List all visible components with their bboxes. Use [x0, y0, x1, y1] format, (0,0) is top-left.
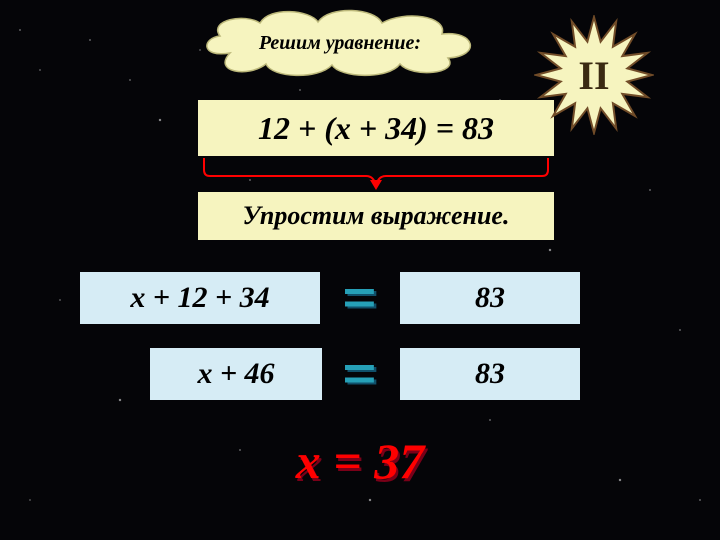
simplify-box: Упростим выражение. — [198, 192, 554, 240]
equals-sign: = — [343, 350, 377, 396]
answer-text: х = 37 — [0, 432, 720, 490]
step-label: II — [534, 15, 654, 135]
equation-main: 12 + (х + 34) = 83 — [198, 100, 554, 156]
title-text: Решим уравнение: — [190, 8, 490, 78]
equals-sign: = — [343, 274, 377, 320]
equation-main-text: 12 + (х + 34) = 83 — [258, 110, 494, 147]
step-left: х + 12 + 34 — [80, 272, 320, 324]
step-left: х + 46 — [150, 348, 322, 400]
simplify-text: Упростим выражение. — [243, 201, 510, 231]
step-right: 83 — [400, 272, 580, 324]
step-right: 83 — [400, 348, 580, 400]
title-cloud: Решим уравнение: — [190, 8, 490, 78]
step-starburst: II — [534, 15, 654, 135]
